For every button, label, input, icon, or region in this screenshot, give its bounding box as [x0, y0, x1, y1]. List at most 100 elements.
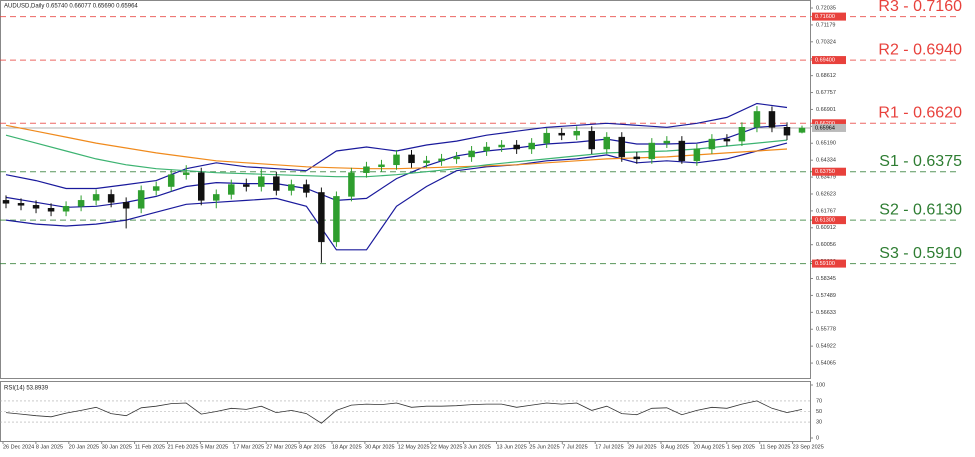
x-tick-label: 25 Jun 2025 — [529, 444, 559, 450]
x-tick-label: 7 Jul 2025 — [562, 444, 587, 450]
candle-body — [213, 194, 220, 201]
candle-body — [348, 172, 355, 197]
candle-body — [693, 148, 701, 162]
candle-body — [152, 186, 160, 191]
candle-body — [107, 194, 115, 203]
y-tick-label: 0.64334 — [816, 158, 836, 164]
y-tick-label: 0.72035 — [816, 5, 836, 11]
y-tick-label: 0.67757 — [816, 90, 836, 96]
x-tick-label: 20 Aug 2025 — [694, 444, 725, 450]
x-tick-label: 5 Mar 2025 — [200, 444, 228, 450]
candle-body — [2, 200, 10, 204]
candle-body — [498, 144, 505, 148]
y-tick-label: 0.54065 — [816, 361, 836, 367]
candle-body — [92, 194, 100, 201]
y-tick-label: 0.62623 — [816, 191, 836, 197]
candle-body — [783, 127, 791, 136]
candle-body — [378, 164, 385, 168]
candle-body — [438, 158, 445, 162]
y-tick-label: 0.71179 — [816, 22, 835, 28]
x-tick-label: 27 Mar 2025 — [266, 444, 297, 450]
candle-body — [333, 196, 340, 243]
candle-body — [47, 208, 55, 212]
x-tick-label: 8 Apr 2025 — [299, 444, 326, 450]
rsi-tick-label: 0 — [816, 435, 819, 441]
candle-body — [137, 190, 145, 209]
x-tick-label: 8 Jan 2025 — [36, 444, 63, 450]
x-tick-label: 21 Feb 2025 — [168, 444, 199, 450]
y-tick-label: 0.58345 — [816, 276, 836, 282]
current-price-label: 0.65964 — [815, 125, 835, 131]
rsi-line — [5, 400, 803, 424]
x-tick-label: 13 Jun 2025 — [497, 444, 527, 450]
level-box — [812, 119, 846, 128]
candle-body — [423, 160, 430, 164]
candle-body — [558, 132, 565, 136]
candle-body — [708, 138, 716, 150]
x-tick-label: 17 Mar 2025 — [233, 444, 264, 450]
y-tick-label: 0.56633 — [816, 310, 836, 316]
candle-body — [528, 142, 535, 150]
candle-body — [182, 172, 190, 175]
indicator-line — [5, 134, 788, 178]
candle-body — [468, 150, 475, 158]
candle-body — [588, 130, 595, 150]
candle-body — [62, 206, 70, 212]
candle-body — [77, 200, 85, 207]
level-box-label: 0.66200 — [815, 121, 835, 127]
level-label: S1 - 0.6375 — [879, 153, 962, 170]
x-tick-label: 22 May 2025 — [431, 444, 463, 450]
x-tick-label: 11 Sep 2025 — [760, 444, 791, 450]
x-tick-label: 29 Jul 2025 — [628, 444, 656, 450]
level-box — [812, 167, 846, 176]
x-tick-label: 11 Feb 2025 — [135, 444, 165, 450]
level-label: R2 - 0.6940 — [878, 41, 962, 58]
x-tick-label: 17 Jul 2025 — [595, 444, 623, 450]
level-box — [812, 259, 846, 268]
level-box-label: 0.71600 — [815, 14, 835, 20]
candle-body — [723, 138, 731, 142]
level-box-label: 0.69400 — [815, 58, 835, 64]
price-panel — [0, 0, 811, 379]
level-label: R1 - 0.6620 — [878, 105, 962, 122]
y-tick-label: 0.66901 — [816, 107, 836, 113]
candle-body — [678, 140, 686, 162]
level-label: R3 - 0.7160 — [878, 0, 962, 15]
y-tick-label: 0.60912 — [816, 225, 836, 231]
level-box — [812, 12, 846, 21]
candle-body — [122, 202, 130, 209]
chart-title: AUDUSD,Daily 0.65740 0.66077 0.65690 0.6… — [4, 4, 138, 10]
y-tick-label: 0.55778 — [816, 327, 836, 333]
candle-body — [273, 176, 280, 191]
candle-body — [453, 156, 460, 160]
candle-body — [288, 184, 295, 191]
y-tick-label: 0.68612 — [816, 73, 836, 79]
candle-body — [738, 127, 746, 142]
level-box-label: 0.63750 — [815, 169, 835, 175]
candle-body — [318, 192, 325, 243]
rsi-title: RSI(14) 53.8939 — [4, 386, 49, 392]
x-tick-label: 18 Apr 2025 — [332, 444, 362, 450]
level-box — [812, 216, 846, 225]
candle-body — [167, 174, 175, 187]
y-tick-label: 0.54922 — [816, 344, 836, 350]
candle-body — [633, 156, 641, 160]
candle-body — [303, 184, 310, 193]
candle-body — [258, 176, 265, 187]
y-tick-label: 0.63479 — [816, 175, 836, 181]
x-tick-label: 1 Sep 2025 — [727, 444, 755, 450]
candle-body — [798, 127, 806, 133]
candle-body — [663, 140, 671, 144]
x-tick-label: 12 May 2025 — [398, 444, 430, 450]
candle-body — [573, 130, 580, 136]
x-tick-label: 23 Sep 2025 — [793, 444, 824, 450]
y-tick-label: 0.60056 — [816, 242, 836, 248]
candle-body — [17, 203, 25, 206]
candle-body — [753, 111, 761, 128]
level-box-label: 0.59100 — [815, 261, 835, 267]
indicator-line — [5, 142, 788, 251]
y-tick-label: 0.70324 — [816, 39, 836, 45]
x-tick-label: 3 Jun 2025 — [464, 444, 491, 450]
